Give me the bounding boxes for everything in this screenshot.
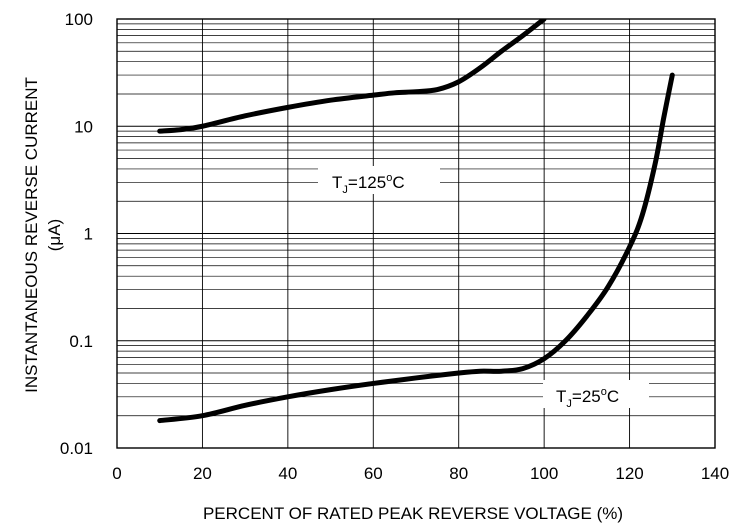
grid xyxy=(116,18,716,449)
y-axis-title-line-1: INSTANTANEOUS REVERSE CURRENT xyxy=(22,77,41,393)
annotation-tj-125: TJ=125oC xyxy=(318,166,440,196)
y-tick-label: 1 xyxy=(84,225,93,244)
series-line-tj-125 xyxy=(157,19,547,134)
annotation-tj-25-text: TJ=25oC xyxy=(556,386,619,410)
x-tick-label: 120 xyxy=(615,464,643,483)
x-tick-label: 140 xyxy=(701,464,729,483)
x-tick-label: 0 xyxy=(112,464,121,483)
x-tick-label: 40 xyxy=(278,464,297,483)
annotation-tj-125-text: TJ=125oC xyxy=(332,172,405,196)
annotation-tj-125-bg xyxy=(318,166,440,194)
curves xyxy=(157,19,675,424)
annotation-tj-25-bg xyxy=(543,380,649,408)
x-tick-label: 100 xyxy=(530,464,558,483)
y-tick-label: 0.1 xyxy=(69,332,93,351)
y-tick-label: 0.01 xyxy=(60,439,93,458)
y-tick-label: 100 xyxy=(65,10,93,29)
x-tick-label: 20 xyxy=(193,464,212,483)
x-tick-labels: 0 20 40 60 80 100 120 140 xyxy=(112,464,729,483)
y-tick-label: 10 xyxy=(74,117,93,136)
x-tick-label: 60 xyxy=(364,464,383,483)
x-axis-title: PERCENT OF RATED PEAK REVERSE VOLTAGE (%… xyxy=(203,504,623,523)
annotation-tj-25: TJ=25oC xyxy=(543,380,649,410)
series-line-tj-25 xyxy=(157,72,675,424)
y-tick-labels: 0.01 0.1 1 10 100 xyxy=(60,10,93,458)
y-axis-title-line-2: (μA) xyxy=(45,219,64,251)
plot-frame xyxy=(116,18,716,449)
x-tick-label: 80 xyxy=(449,464,468,483)
